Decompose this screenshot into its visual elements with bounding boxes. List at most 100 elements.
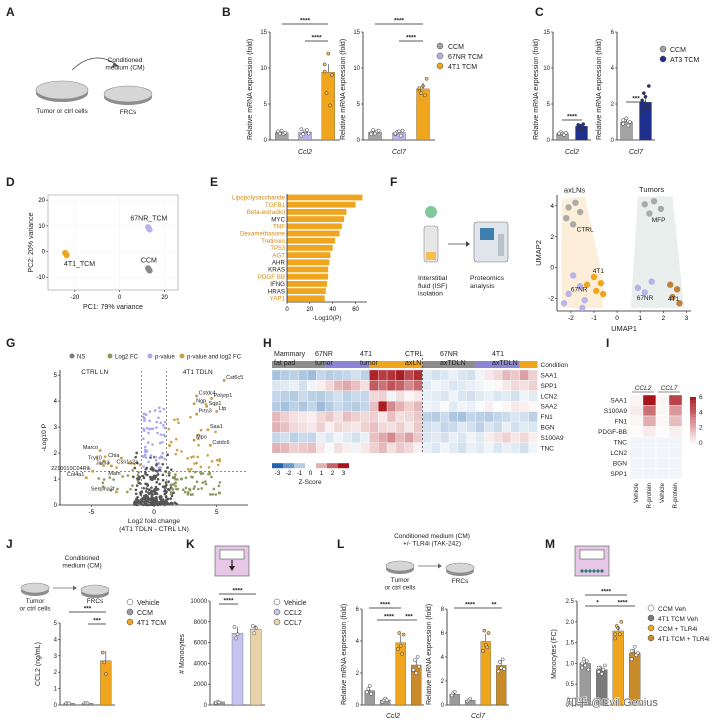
monocyte-fc-bar-chart: 0.0 0.5 1.0 1.5 2.0 2.5 [566,599,643,709]
group-label: Mammary fat pad [274,351,306,367]
y-tick-label: 0 [547,138,551,144]
fc-point [175,448,179,452]
umap-point [563,215,570,222]
heatmap-cell [466,401,476,412]
group-label: CTRL axLN [405,351,423,367]
label-line: CTRL [405,351,423,358]
pvalue-point [156,431,159,435]
heatmap-cell [501,442,512,454]
bar [395,642,406,706]
pca-point [63,252,70,259]
x-tick-label: 2 [661,315,665,322]
fc-point [193,462,196,465]
heatmap-cell [369,401,379,412]
x-tick-label: 0 [615,315,619,322]
legend-tick: -2 [286,471,292,477]
legend-tick: -3 [275,471,281,477]
y-tick-label: 2 [54,451,58,457]
ns-point [156,478,160,481]
legend-label: CCM [137,610,153,617]
heatmap-cell [298,401,308,412]
ccl7-bar-chart: 0 2 4 6 8 [441,607,509,709]
colorbar-segment [690,404,696,407]
transwell-insert [219,549,245,560]
panel-c: 0 5 10 15 Ccl2 **** Relative mRNA expression (… [533,30,699,156]
fc-point [186,493,190,496]
bar [287,194,363,201]
bar [287,216,345,222]
zscore-legend: -3 -2 -1 0 1 2 3 Z-Score [272,463,349,486]
colorbar-segment [690,428,696,430]
cluster-label: CTRL [577,226,594,233]
label-line: tumor [360,360,379,367]
ns-point [169,501,173,505]
bar [287,281,327,287]
data-point [415,655,420,659]
fc-point [201,472,205,475]
bar [287,245,333,251]
heatmap-cell [404,442,414,454]
ns-point [147,500,150,504]
gene-point [195,394,199,398]
pathway-label: Dexamethasone [240,231,286,238]
label-line: or ctrl cells [19,606,51,613]
label-line: medium (CM) [105,65,144,72]
heatmap-cell [466,369,476,381]
colorbar-segment [690,431,696,433]
label-line: Log2 fold change [128,518,180,525]
heatmap-cell [404,401,414,412]
tumor-hull [630,196,685,308]
heatmap-cell [475,369,485,381]
gene-label: SAA1 [541,373,558,380]
heatmap-cell [378,411,388,423]
arrowhead-icon [438,563,442,569]
fc-point [174,481,177,485]
heatmap-cell [629,426,644,438]
gene-label: S100A9 [541,435,565,442]
label-line: 4T1 [492,351,504,358]
ns-point [163,488,167,492]
heatmap-cell [360,421,370,433]
heatmap-cell [360,380,370,391]
y-tick-label: 0 [204,703,208,709]
y-tick-label: 6 [611,30,615,36]
tumor-dish-icon [20,582,50,596]
fc-point [173,418,176,422]
heatmap-cell [280,401,290,412]
pvalue-point [147,460,150,464]
group-label: 4T1 tumor [360,351,379,367]
fc-point [206,454,209,457]
legend-tick: 0 [309,471,313,477]
data-point [232,625,237,629]
heatmap-cell [431,401,441,412]
y-tick-label: 1.0 [566,661,575,667]
legend-marker [659,45,667,53]
gene-label: Mpo [196,435,207,441]
pvalue-point [161,440,164,444]
heatmap-cell [386,390,397,402]
colorbar-segment [690,441,696,444]
heatmap-cell [316,432,326,443]
umap-point [572,199,579,206]
heatmap-cell [342,442,352,454]
heatmap-cell [475,401,485,412]
data-point [252,631,257,636]
panel-letter-m: M [545,537,555,551]
heatmap-cell [431,411,441,423]
ns-point [134,499,138,502]
heatmap-cell [431,432,441,443]
pathway-label: AGT [272,252,285,259]
gene-point [192,402,196,406]
data-point [485,645,489,650]
heatmap-cell [333,380,343,391]
watermark-shadow: 知乎 @Evil Genius [566,695,658,709]
label-line: (4T1 TDLN - CTRL LN) [119,526,189,533]
pathway-label: KRAS [268,267,285,274]
ns-point [141,503,145,507]
heatmap-cell [528,390,538,402]
data-point [301,132,306,137]
gene-point [208,443,212,447]
heatmap-cell [457,432,467,443]
data-point [100,650,105,655]
